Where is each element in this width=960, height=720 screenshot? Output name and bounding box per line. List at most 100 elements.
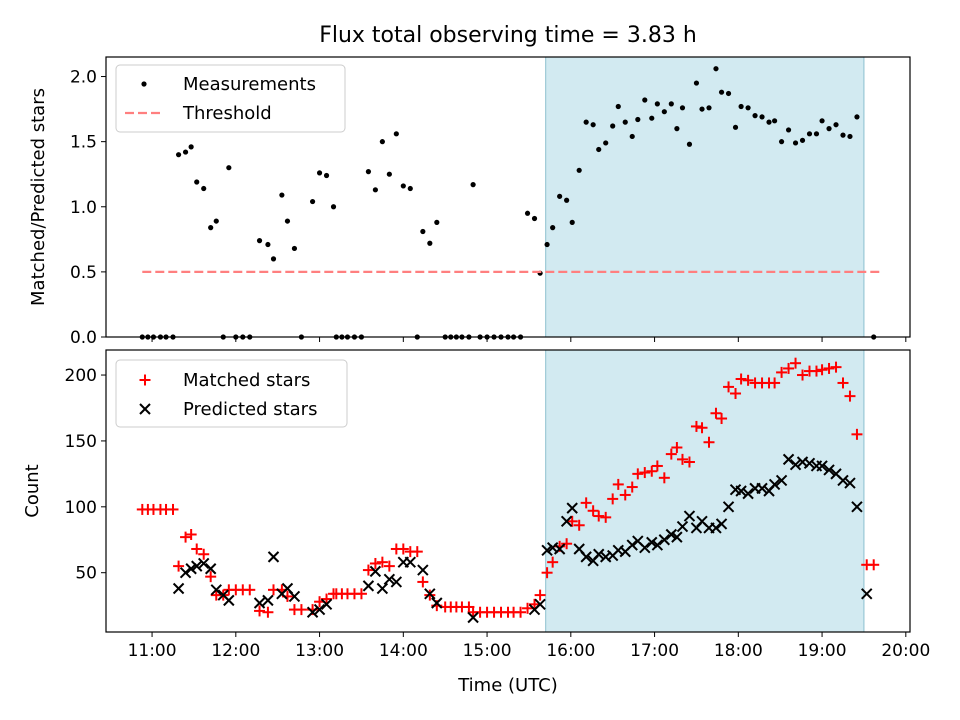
predicted-point: [851, 501, 863, 513]
measurement-point: [213, 218, 219, 224]
measurement-point: [407, 185, 413, 192]
matched-point: [600, 511, 612, 523]
predicted-point: [646, 536, 658, 549]
predicted-point: [651, 539, 664, 551]
measurement-point: [550, 225, 556, 231]
measurement-point: [201, 185, 207, 192]
matched-point: [411, 546, 423, 558]
predicted-point: [639, 541, 651, 554]
matched-point: [355, 588, 367, 600]
measurement-point: [854, 114, 860, 120]
measurement-point: [668, 101, 674, 107]
legend-matched-label: Matched stars: [183, 370, 310, 391]
measurement-point: [699, 106, 705, 112]
measurement-point: [427, 240, 433, 246]
legend-threshold-label: Threshold: [182, 103, 272, 124]
matched-point: [665, 448, 677, 460]
measurement-point: [309, 198, 316, 205]
matched-point: [573, 519, 585, 531]
predicted-point: [223, 594, 235, 607]
predicted-point: [362, 580, 375, 592]
measurement-point: [596, 146, 602, 153]
predicted-point: [671, 531, 683, 543]
predicted-point: [390, 576, 403, 588]
measurement-point: [610, 123, 616, 129]
y-tick-label: 0.5: [70, 263, 97, 283]
matched-point: [547, 556, 559, 568]
predicted-point: [782, 453, 795, 466]
measurement-point: [182, 149, 189, 155]
matched-point: [810, 365, 822, 377]
predicted-point: [306, 606, 319, 618]
predicted-point: [710, 522, 722, 534]
predicted-point: [816, 460, 828, 472]
predicted-point: [320, 598, 333, 611]
measurement-point: [531, 215, 538, 222]
predicted-point: [404, 556, 416, 568]
measurement-point: [590, 122, 596, 128]
y-tick-label: 200: [65, 366, 97, 386]
matched-point: [534, 589, 546, 601]
measurement-point: [772, 118, 778, 124]
matched-point: [696, 422, 708, 434]
bottom-y-axis-label: Count: [22, 464, 43, 517]
measurement-point: [393, 131, 399, 137]
bottom-plot-frame: [105, 349, 911, 633]
matched-point: [690, 420, 702, 432]
matched-point: [262, 606, 274, 618]
top-legend-box: [115, 64, 346, 133]
x-tick-label: 17:00: [630, 641, 679, 661]
predicted-point: [179, 566, 192, 579]
matched-point: [167, 503, 179, 515]
measurement-point: [279, 192, 285, 198]
x-tick-label: 15:00: [463, 641, 512, 661]
x-tick-label: 12:00: [211, 641, 260, 661]
measurement-point: [576, 167, 582, 173]
matched-point: [321, 593, 333, 605]
measurement-point: [615, 103, 621, 110]
matched-point: [710, 407, 722, 419]
matched-point: [397, 543, 409, 555]
matched-point: [730, 387, 742, 399]
measurement-point: [693, 80, 700, 86]
matched-point: [191, 543, 203, 555]
measurement-point: [544, 241, 550, 248]
matched-point: [522, 602, 534, 614]
top-axis-ticks: 0.0 0.5 1.0 1.5 2.0: [70, 68, 907, 348]
predicted-point: [267, 551, 280, 563]
measurement-point: [316, 170, 323, 176]
matched-point: [529, 598, 541, 610]
measurement-point: [583, 119, 589, 125]
measurement-point: [175, 152, 182, 158]
predicted-point: [541, 544, 553, 557]
predicted-point: [191, 560, 203, 572]
matched-point: [742, 374, 754, 386]
predicted-point: [288, 590, 301, 603]
matched-point: [587, 505, 599, 517]
predicted-point: [665, 528, 678, 541]
matched-point: [844, 390, 856, 402]
measurement-point: [524, 210, 531, 216]
measurement-point: [686, 141, 693, 147]
matched-point: [703, 436, 715, 448]
measurement-point: [799, 137, 806, 143]
highlight-span-bottom: [545, 349, 865, 633]
measurement-point: [806, 131, 813, 137]
measurement-point: [569, 219, 575, 225]
predicted-point: [467, 611, 479, 624]
x-tick-label: 18:00: [714, 641, 763, 661]
matched-point: [369, 557, 381, 569]
measurement-point: [713, 66, 719, 72]
measurement-point: [745, 105, 751, 111]
predicted-point: [823, 464, 835, 476]
predicted-point: [715, 518, 728, 530]
legend-predicted-marker: [139, 403, 151, 415]
matched-point: [254, 605, 266, 617]
matched-point: [868, 559, 880, 571]
x-tick-label: 14:00: [379, 641, 428, 661]
predicted-point: [742, 487, 754, 500]
matched-point: [362, 564, 374, 576]
measurement-point: [188, 144, 194, 150]
matched-point: [639, 467, 651, 479]
matched-point: [198, 548, 210, 560]
